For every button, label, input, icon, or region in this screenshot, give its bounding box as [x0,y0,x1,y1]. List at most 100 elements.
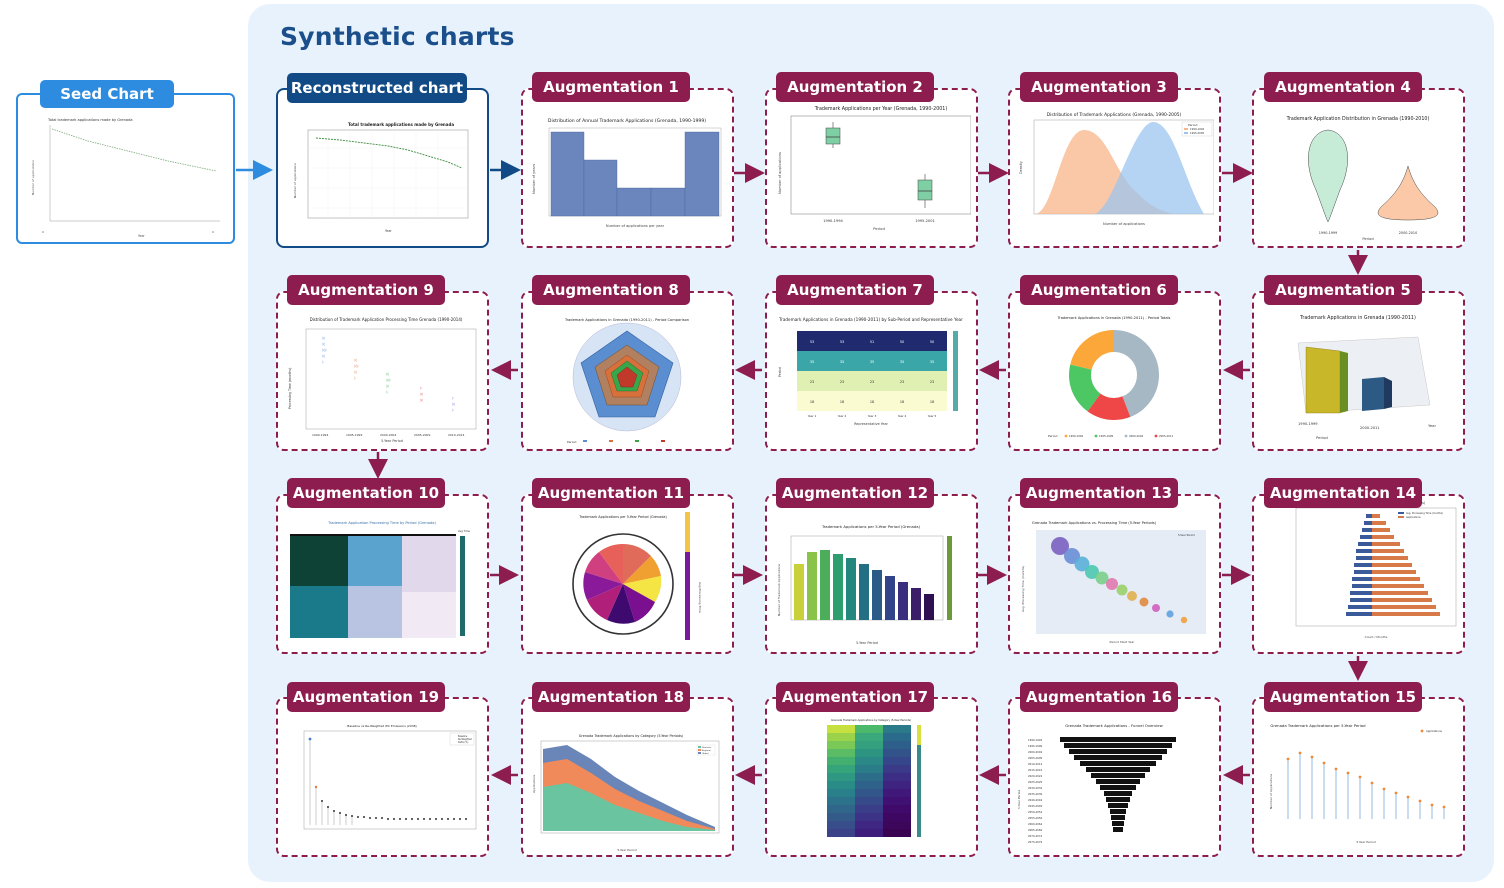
aug5-title: Trademark Applications in Grenada (1990-… [1299,315,1416,321]
reconstructed-x-label: Year [385,229,392,233]
aug7-cell: 18 [900,400,904,404]
aug7-cell: 23 [810,380,814,384]
reconstructed-y-label: Number of applications [293,163,297,198]
aug3-title: Distribution of Trademark Applications (… [1047,112,1182,118]
aug13-title: Grenada Trademark Applications vs. Proce… [1032,521,1157,525]
aug6-title: Trademark Applications in Grenada (1990-… [1057,316,1171,320]
aug16-cat: 2040-2044 [1028,798,1042,802]
svg-text:◊◊: ◊◊ [354,370,357,374]
aug5-xlabel: Period [1316,435,1328,440]
svg-text:◊: ◊ [452,408,454,412]
aug16-cat: 2045-2049 [1028,804,1042,808]
aug7-cell: 35 [930,360,934,364]
svg-text:◊◊◊: ◊◊◊ [322,348,327,352]
augmentation-3-label: Augmentation 3 [1020,72,1178,102]
aug10-legend-title: Avg Time [458,529,470,533]
aug1-title: Distribution of Annual Trademark Applica… [548,118,706,124]
svg-text:◊: ◊ [420,386,422,390]
aug19-legend-3: Delta (%) [458,741,468,744]
aug7-cell: 18 [840,400,844,404]
aug14-legend-2: Applications [1406,516,1421,519]
augmentation-6-label: Augmentation 6 [1020,275,1178,305]
aug9-title: Distribution of Trademark Application Pr… [310,317,463,322]
augmentation-arrows [368,163,1368,785]
aug13-legend-title: 5-Year Period [1178,533,1195,537]
aug7-xtick: Year 2 [838,414,847,418]
augmentation-11-label: Augmentation 11 [532,478,690,508]
reconstructed-chart-title: Total trademark applications made by Gre… [348,122,454,127]
aug7-cell: 18 [870,400,874,404]
aug4-violin: Trademark Application Distribution in Gr… [1286,116,1439,241]
augmentation-14-label: Augmentation 14 [1264,478,1422,508]
augmentation-6-box: Trademark Applications in Grenada (1990-… [1008,291,1221,451]
aug16-cat: 2020-2024 [1028,774,1042,778]
augmentation-4-box: Trademark Application Distribution in Gr… [1252,88,1465,248]
aug16-cat: 2060-2064 [1028,822,1042,826]
seed-chart-thumbnail: Total trademark applications made by Gre… [31,118,220,238]
augmentation-5-label: Augmentation 5 [1264,275,1422,305]
aug7-cell: 53 [810,340,814,344]
aug14-hbar: Grenada Trademark Applications vs. Avg. … [1295,501,1457,639]
aug7-cell: 23 [870,380,874,384]
aug9-cat-2: 1995-1999 [346,433,362,437]
augmentation-10-box: Trademark Application Processing Time by… [276,494,489,654]
svg-text:0: 0 [42,230,44,234]
svg-text:◊◊: ◊◊ [354,358,357,362]
aug6-legend-title: Period [1048,434,1057,438]
augmentation-7-label: Augmentation 7 [776,275,934,305]
aug16-cat: 2035-2039 [1028,792,1042,796]
augmentation-16-box: Grenada Trademark Applications - Funnel … [1008,697,1221,857]
aug9-cat-5: 2010-2014 [448,433,464,437]
aug16-cat: 1995-1999 [1028,744,1042,748]
aug12-ylabel: Number of Trademark Applications [777,563,781,616]
aug5-cat-2: 2000-2011 [1360,426,1380,430]
aug5-ylabel: Year [1428,423,1436,428]
svg-text:◊◊◊: ◊◊◊ [386,378,391,382]
aug9-cat-3: 2000-2004 [380,433,396,437]
aug18-area: Grenada Trademark Applications by Catego… [532,734,720,852]
aug16-cat: 2005-2009 [1028,756,1042,760]
aug7-cell: 18 [930,400,934,404]
augmentation-1-label: Augmentation 1 [532,72,690,102]
aug2-title: Trademark Applications per Year (Grenada… [814,106,948,112]
aug16-cat: 2070-2074 [1028,834,1042,838]
panel-title: Synthetic charts [280,22,515,51]
augmentation-15-label: Augmentation 15 [1264,682,1422,712]
aug15-legend-1: Applications [1426,729,1442,733]
seed-chart-label: Seed Chart [40,80,174,108]
aug18-legend-1: Domestic [702,746,711,749]
aug16-funnel: Grenada Trademark Applications - Funnel … [1017,723,1176,844]
aug10-treemap: Trademark Application Processing Time by… [290,521,470,638]
aug12-bar-chart: Trademark Applications per 5-Year Period… [777,524,952,645]
augmentation-2-label: Augmentation 2 [776,72,934,102]
augmentation-19-box: Baseline vs Re-Weighted IPC Emissions (2… [276,697,489,857]
aug2-cat-1: 1990-1994 [823,219,843,223]
aug19-title: Baseline vs Re-Weighted IPC Emissions (2… [347,724,416,728]
aug7-title: Trademark Applications in Grenada (1990-… [778,317,963,322]
augmentation-12-box: Trademark Applications per 5-Year Period… [765,494,978,654]
aug8-legend-title: Period [567,440,576,444]
aug7-cell: 51 [870,340,874,344]
aug3-ylabel: Density [1019,161,1023,174]
svg-text:0: 0 [212,230,214,234]
aug16-cat: 1990-1994 [1028,738,1042,742]
aug2-boxplot: Trademark Applications per Year (Grenada… [778,106,971,231]
aug7-cell: 50 [930,340,934,344]
augmentation-9-box: Distribution of Trademark Application Pr… [276,291,489,451]
aug16-cat: 2015-2019 [1028,768,1042,772]
aug17-heatmap: Grenada Trademark Applications by Catego… [827,718,921,837]
aug16-cat: 2055-2059 [1028,816,1042,820]
augmentation-14-box: Grenada Trademark Applications vs. Avg. … [1252,494,1465,654]
svg-text:◊◊: ◊◊ [420,398,423,402]
aug15-ylabel: Number of Applications [1269,773,1273,809]
svg-text:◊◊: ◊◊ [420,392,423,396]
aug7-cell: 23 [930,380,934,384]
aug7-cell: 35 [900,360,904,364]
svg-text:◊: ◊ [322,360,324,364]
aug1-xlabel: Number of applications per year [606,224,665,228]
aug3-legend-title: Period [1188,123,1197,127]
aug19-lollipop: Baseline vs Re-Weighted IPC Emissions (2… [303,724,477,830]
augmentation-15-box: Grenada Trademark Applications per 5-Yea… [1252,697,1465,857]
aug10-title: Trademark Application Processing Time by… [327,521,436,525]
